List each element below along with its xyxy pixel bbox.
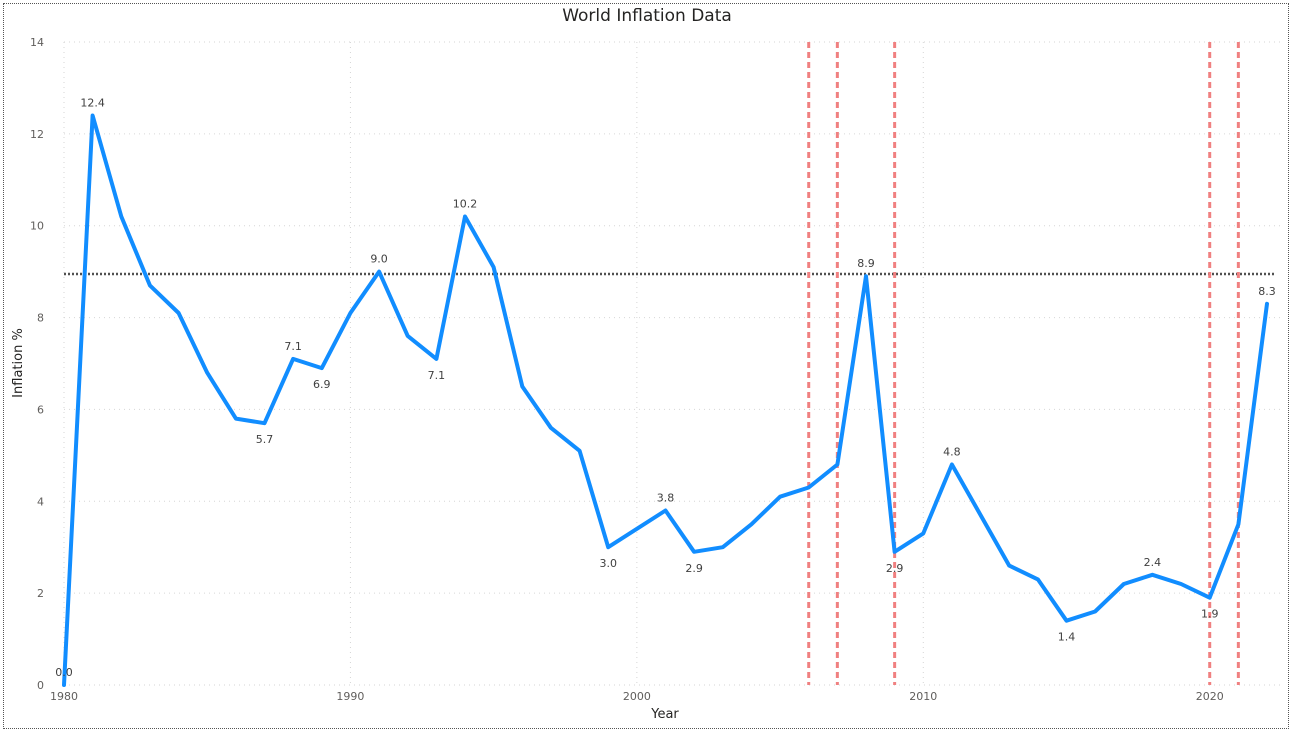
x-tick-label: 1990	[336, 690, 364, 703]
vertical-reference-lines	[807, 42, 1240, 685]
x-tick-label: 2010	[909, 690, 937, 703]
chart-frame	[3, 3, 1289, 729]
data-label: 1.9	[1201, 608, 1219, 621]
y-tick-label: 0	[37, 679, 44, 692]
y-axis-title: Inflation %	[11, 328, 26, 398]
x-axis-title: Year	[650, 707, 679, 722]
data-label: 6.9	[313, 378, 331, 391]
data-label: 9.0	[370, 253, 388, 266]
series-group	[62, 113, 1269, 687]
x-tick-label: 2000	[623, 690, 651, 703]
y-tick-label: 4	[37, 495, 44, 508]
y-tick-label: 6	[37, 403, 44, 416]
data-label: 8.3	[1258, 285, 1276, 298]
chart-title: World Inflation Data	[562, 6, 732, 26]
data-label: 0.0	[55, 666, 73, 679]
y-tick-label: 2	[37, 587, 44, 600]
data-label: 2.4	[1144, 556, 1162, 569]
data-label: 1.4	[1058, 631, 1076, 644]
data-label: 8.9	[857, 257, 875, 270]
data-label: 12.4	[80, 96, 105, 109]
data-label: 10.2	[453, 198, 478, 211]
data-label: 2.9	[685, 562, 703, 575]
data-label: 7.1	[284, 340, 302, 353]
grid-lines	[63, 41, 1282, 686]
y-tick-label: 14	[30, 36, 44, 49]
data-label: 2.9	[886, 562, 904, 575]
y-tick-label: 10	[30, 220, 44, 233]
data-labels: 0.0 12.4 5.7 7.1 6.9 9.0 7.1 10.2 3.0 3.8 2.9 8.9 2.…	[55, 96, 1276, 679]
y-tick-label: 12	[30, 128, 44, 141]
data-label: 7.1	[428, 369, 446, 382]
y-tick-label: 8	[37, 312, 44, 325]
x-axis-ticks: 1980 1990 2000 2010 2020	[50, 690, 1224, 703]
data-label: 5.7	[256, 433, 274, 446]
data-label: 3.0	[599, 557, 617, 570]
x-tick-label: 2020	[1196, 690, 1224, 703]
x-tick-label: 1980	[50, 690, 78, 703]
data-label: 3.8	[657, 491, 675, 504]
data-label: 4.8	[943, 446, 961, 459]
inflation-series-line	[62, 113, 1269, 687]
y-axis-ticks: 0 2 4 6 8 10 12 14	[30, 36, 44, 692]
